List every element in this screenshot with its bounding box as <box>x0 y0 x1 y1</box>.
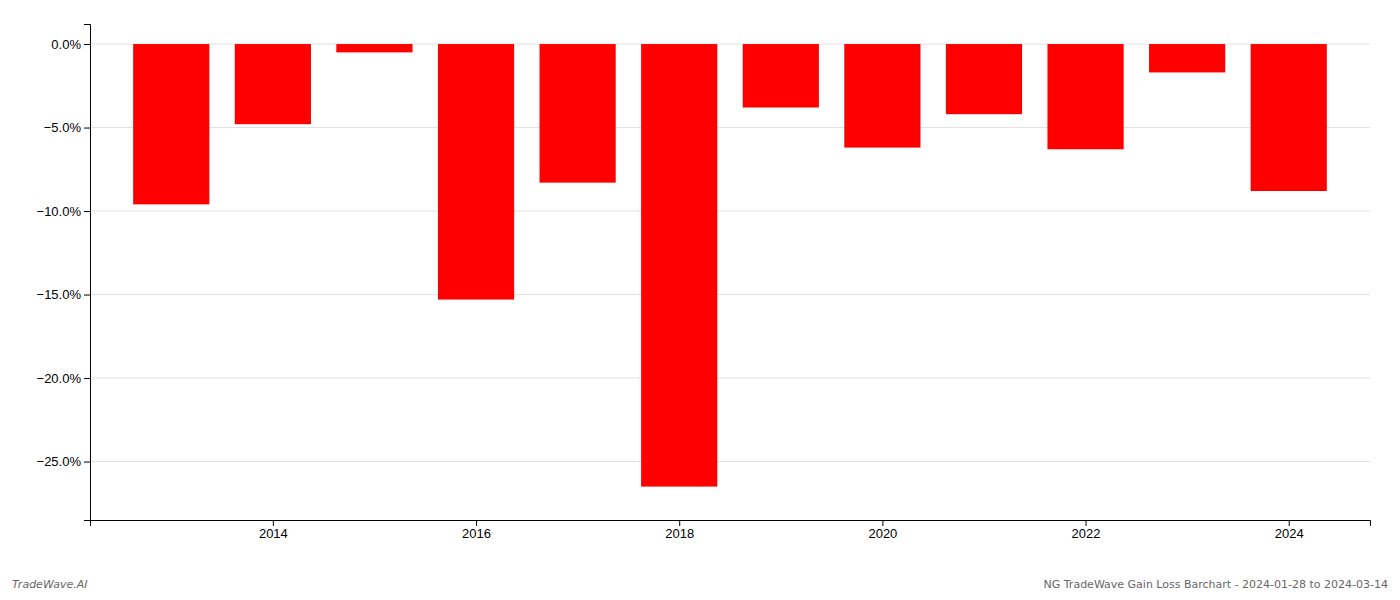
grid <box>90 44 1370 462</box>
x-tick-mark <box>273 520 274 526</box>
bars <box>133 44 1327 487</box>
y-tick-label: −5.0% <box>44 120 82 135</box>
y-tick: −15.0% <box>37 287 90 302</box>
bar <box>844 44 920 148</box>
y-tick: −20.0% <box>37 371 90 386</box>
bar <box>336 44 412 52</box>
bar <box>641 44 717 487</box>
x-tick: 2014 <box>259 520 288 541</box>
x-tick: 2016 <box>462 520 491 541</box>
x-tick: 2024 <box>1275 520 1304 541</box>
bar <box>1047 44 1123 149</box>
y-tick-mark <box>84 295 90 296</box>
bar <box>133 44 209 204</box>
x-tick-label: 2018 <box>665 526 694 541</box>
bar <box>1149 44 1225 72</box>
x-tick: 2020 <box>868 520 897 541</box>
x-tick-mark <box>1289 520 1290 526</box>
footer-right: NG TradeWave Gain Loss Barchart - 2024-0… <box>1044 578 1388 591</box>
bar <box>743 44 819 107</box>
x-tick-label: 2024 <box>1275 526 1304 541</box>
x-tick: 2022 <box>1072 520 1101 541</box>
y-tick: −25.0% <box>37 454 90 469</box>
y-tick-mark <box>84 378 90 379</box>
y-axis: 0.0% −5.0% −10.0% −15.0% −20.0% −25.0% <box>37 25 91 521</box>
y-tick: −10.0% <box>37 204 90 219</box>
y-tick: 0.0% <box>51 37 90 52</box>
grid-line <box>90 461 1370 462</box>
x-tick-mark <box>476 520 477 526</box>
x-tick-mark <box>679 520 680 526</box>
y-tick-label: −25.0% <box>37 454 82 469</box>
y-axis-line <box>84 25 91 521</box>
x-axis: 2014 2016 2018 2020 2022 2024 <box>91 520 1371 541</box>
y-tick-label: −10.0% <box>37 204 82 219</box>
footer-left: TradeWave.AI <box>12 578 87 591</box>
plot: 0.0%−5.0%−10.0%−15.0%−20.0%−25.0%2014201… <box>37 25 1371 542</box>
y-tick-mark <box>84 44 90 45</box>
x-tick-mark <box>1086 520 1087 526</box>
x-tick-label: 2014 <box>259 526 288 541</box>
y-tick-label: 0.0% <box>51 37 81 52</box>
x-tick: 2018 <box>665 520 694 541</box>
x-axis-line <box>91 521 1371 527</box>
grid-line <box>90 294 1370 295</box>
bar <box>946 44 1022 114</box>
grid-line <box>90 127 1370 128</box>
grid-line <box>90 211 1370 212</box>
y-tick: −5.0% <box>44 120 90 135</box>
chart: 0.0%−5.0%−10.0%−15.0%−20.0%−25.0%2014201… <box>0 0 1400 600</box>
x-tick-label: 2016 <box>462 526 491 541</box>
y-tick-mark <box>84 462 90 463</box>
bar <box>1251 44 1327 191</box>
x-tick-mark <box>882 520 883 526</box>
x-tick-label: 2022 <box>1072 526 1101 541</box>
x-tick-label: 2020 <box>868 526 897 541</box>
y-tick-mark <box>84 211 90 212</box>
y-tick-label: −15.0% <box>37 287 82 302</box>
bar <box>438 44 514 300</box>
bar <box>540 44 616 183</box>
y-tick-mark <box>84 128 90 129</box>
grid-line <box>90 378 1370 379</box>
bar <box>235 44 311 124</box>
y-tick-label: −20.0% <box>37 371 82 386</box>
